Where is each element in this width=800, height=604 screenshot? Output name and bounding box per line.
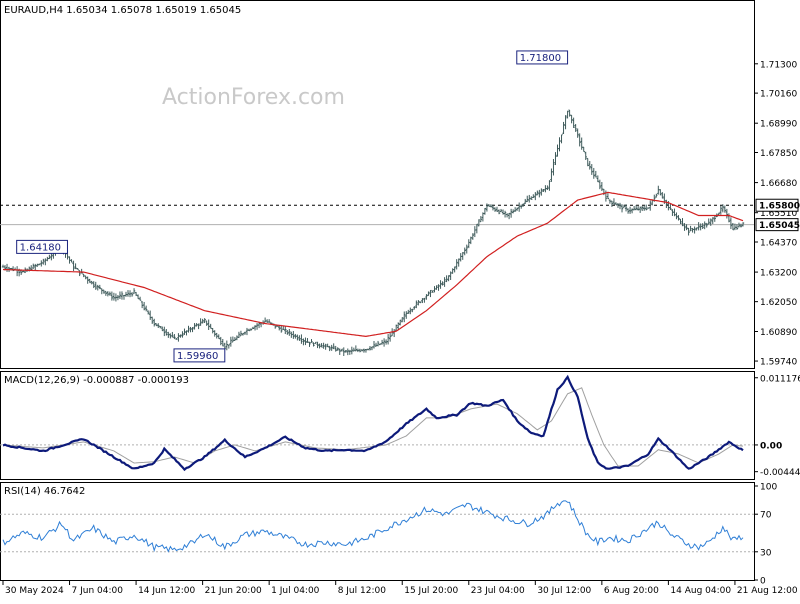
price-y-tick-label: 1.65510 [760, 209, 797, 219]
price-y-tick-label: 1.71300 [760, 60, 797, 70]
annotation-label: 1.64180 [20, 242, 61, 253]
macd-y-tick-label: 0.00 [760, 441, 782, 451]
rsi-y-tick-label: 100 [760, 483, 777, 493]
annotation-label: 1.59960 [177, 351, 218, 362]
annotation-box [516, 50, 569, 65]
annotation-box [173, 348, 226, 363]
rsi-y-tick-label: 70 [760, 511, 772, 521]
price-y-tick-label: 1.60890 [760, 328, 797, 338]
price-y-tick-label: 1.64370 [760, 239, 797, 249]
price-y-tick-label: 1.70160 [760, 90, 797, 100]
x-tick-label: 21 Jun 20:00 [205, 586, 262, 596]
x-tick-label: 14 Jun 12:00 [138, 586, 195, 596]
macd-panel-frame [0, 371, 755, 480]
x-tick-label: 30 Jul 12:00 [537, 586, 591, 596]
price-plot: 1.71800 1.64180 1.59960 [0, 50, 754, 363]
rsi-y-tick-label: 30 [760, 548, 772, 558]
price-y-tick-label: 1.62050 [760, 298, 797, 308]
x-tick-label: 23 Jul 04:00 [471, 586, 525, 596]
rsi-plot [0, 500, 754, 553]
price-y-tick-label: 1.59740 [760, 358, 797, 368]
x-tick-label: 1 Jul 04:00 [271, 586, 320, 596]
macd-y-tick-label: 0.011176 [760, 374, 800, 384]
price-header: EURAUD,H4 1.65034 1.65078 1.65019 1.6504… [4, 5, 241, 16]
price-y-tick-label: 1.68990 [760, 120, 797, 130]
annotation-label: 1.71800 [520, 53, 561, 64]
macd-title: MACD(12,26,9) -0.000887 -0.000193 [4, 375, 189, 386]
macd-plot [0, 374, 754, 472]
moving-average-line [2, 191, 744, 338]
macd-line [2, 374, 744, 472]
current-price-badge-label: 1.65045 [759, 221, 800, 231]
axes: 1.59740 1.60890 1.62050 1.63200 1.64370 1.655… [2, 60, 800, 596]
price-panel-frame [0, 0, 755, 369]
x-tick-label: 7 Jun 04:00 [72, 586, 124, 596]
x-tick-label: 21 Aug 12:00 [737, 586, 798, 596]
current-price-badge [755, 218, 799, 232]
price-y-tick-label: 1.63200 [760, 269, 797, 279]
resistance-badge-label: 1.65800 [759, 202, 800, 212]
rsi-y-tick-label: 0 [760, 577, 766, 587]
x-tick-label: 30 May 2024 [5, 586, 64, 596]
x-tick-label: 8 Jul 12:00 [338, 586, 387, 596]
x-tick-label: 15 Jul 20:00 [404, 586, 458, 596]
rsi-line [2, 500, 744, 553]
macd-y-tick-label: -0.004449 [760, 468, 800, 478]
resistance-badge [755, 198, 799, 212]
watermark: ActionForex.com [162, 85, 345, 110]
rsi-panel-frame [0, 482, 755, 581]
annotation-box [16, 239, 68, 254]
x-tick-label: 6 Aug 20:00 [604, 586, 659, 596]
rsi-title: RSI(14) 46.7642 [4, 486, 85, 497]
price-y-tick-label: 1.67850 [760, 149, 797, 159]
price-y-tick-label: 1.66680 [760, 179, 797, 189]
x-tick-label: 14 Aug 04:00 [670, 586, 731, 596]
